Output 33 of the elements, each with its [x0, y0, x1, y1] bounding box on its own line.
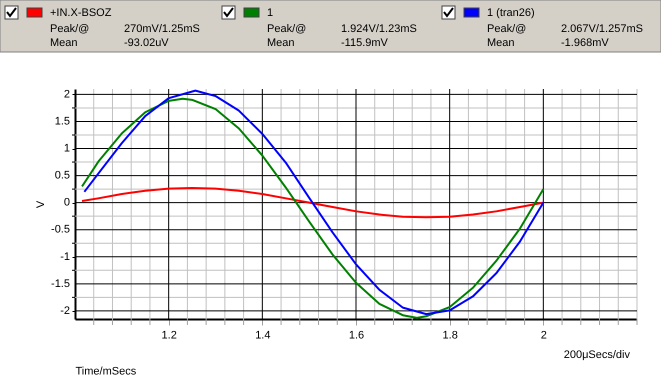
- x-axis-title: Time/mSecs: [76, 366, 137, 378]
- x-tick-label: 1.4: [255, 330, 270, 342]
- y-tick-label: 0.5: [54, 170, 70, 182]
- text: Peak/@: [487, 23, 526, 35]
- text: -1.968mV: [561, 37, 610, 49]
- y-tick-label: -0.5: [51, 224, 70, 236]
- y-tick-label: -2: [60, 304, 70, 317]
- text: Peak/@: [50, 23, 90, 35]
- text: -93.02uV: [124, 37, 170, 49]
- y-tick-label: -1.5: [51, 278, 70, 290]
- text: -115.9mV: [341, 37, 389, 49]
- y-tick-label: -1: [60, 250, 70, 263]
- x-tick-label: 2: [540, 330, 547, 342]
- text: 270mV/1.25mS: [124, 23, 200, 35]
- text: Peak/@: [267, 23, 306, 35]
- text: 1.924V/1.23mS: [341, 23, 417, 35]
- y-tick-label: 0: [64, 196, 70, 209]
- x-tick-label: 1.6: [348, 330, 364, 342]
- legend-label: +IN.X-BSOZ: [50, 7, 112, 19]
- text: Mean: [487, 37, 515, 49]
- y-tick-label: 1: [64, 142, 70, 155]
- x-tick-label: 1.8: [442, 330, 458, 342]
- y-tick-label: 1.5: [54, 115, 70, 128]
- legend-label: 1: [267, 7, 274, 19]
- text: Mean: [267, 37, 295, 49]
- line-series: [81, 187, 544, 218]
- text: Mean: [50, 37, 78, 49]
- text: 2.067V/1.257mS: [561, 23, 643, 35]
- y-tick-label: 2: [64, 88, 70, 100]
- x-tick-label: 1.2: [162, 330, 177, 342]
- y-axis-title: V: [35, 200, 47, 208]
- legend-label: 1 (tran26): [487, 7, 535, 19]
- text: 200μSecs/div: [564, 349, 630, 361]
